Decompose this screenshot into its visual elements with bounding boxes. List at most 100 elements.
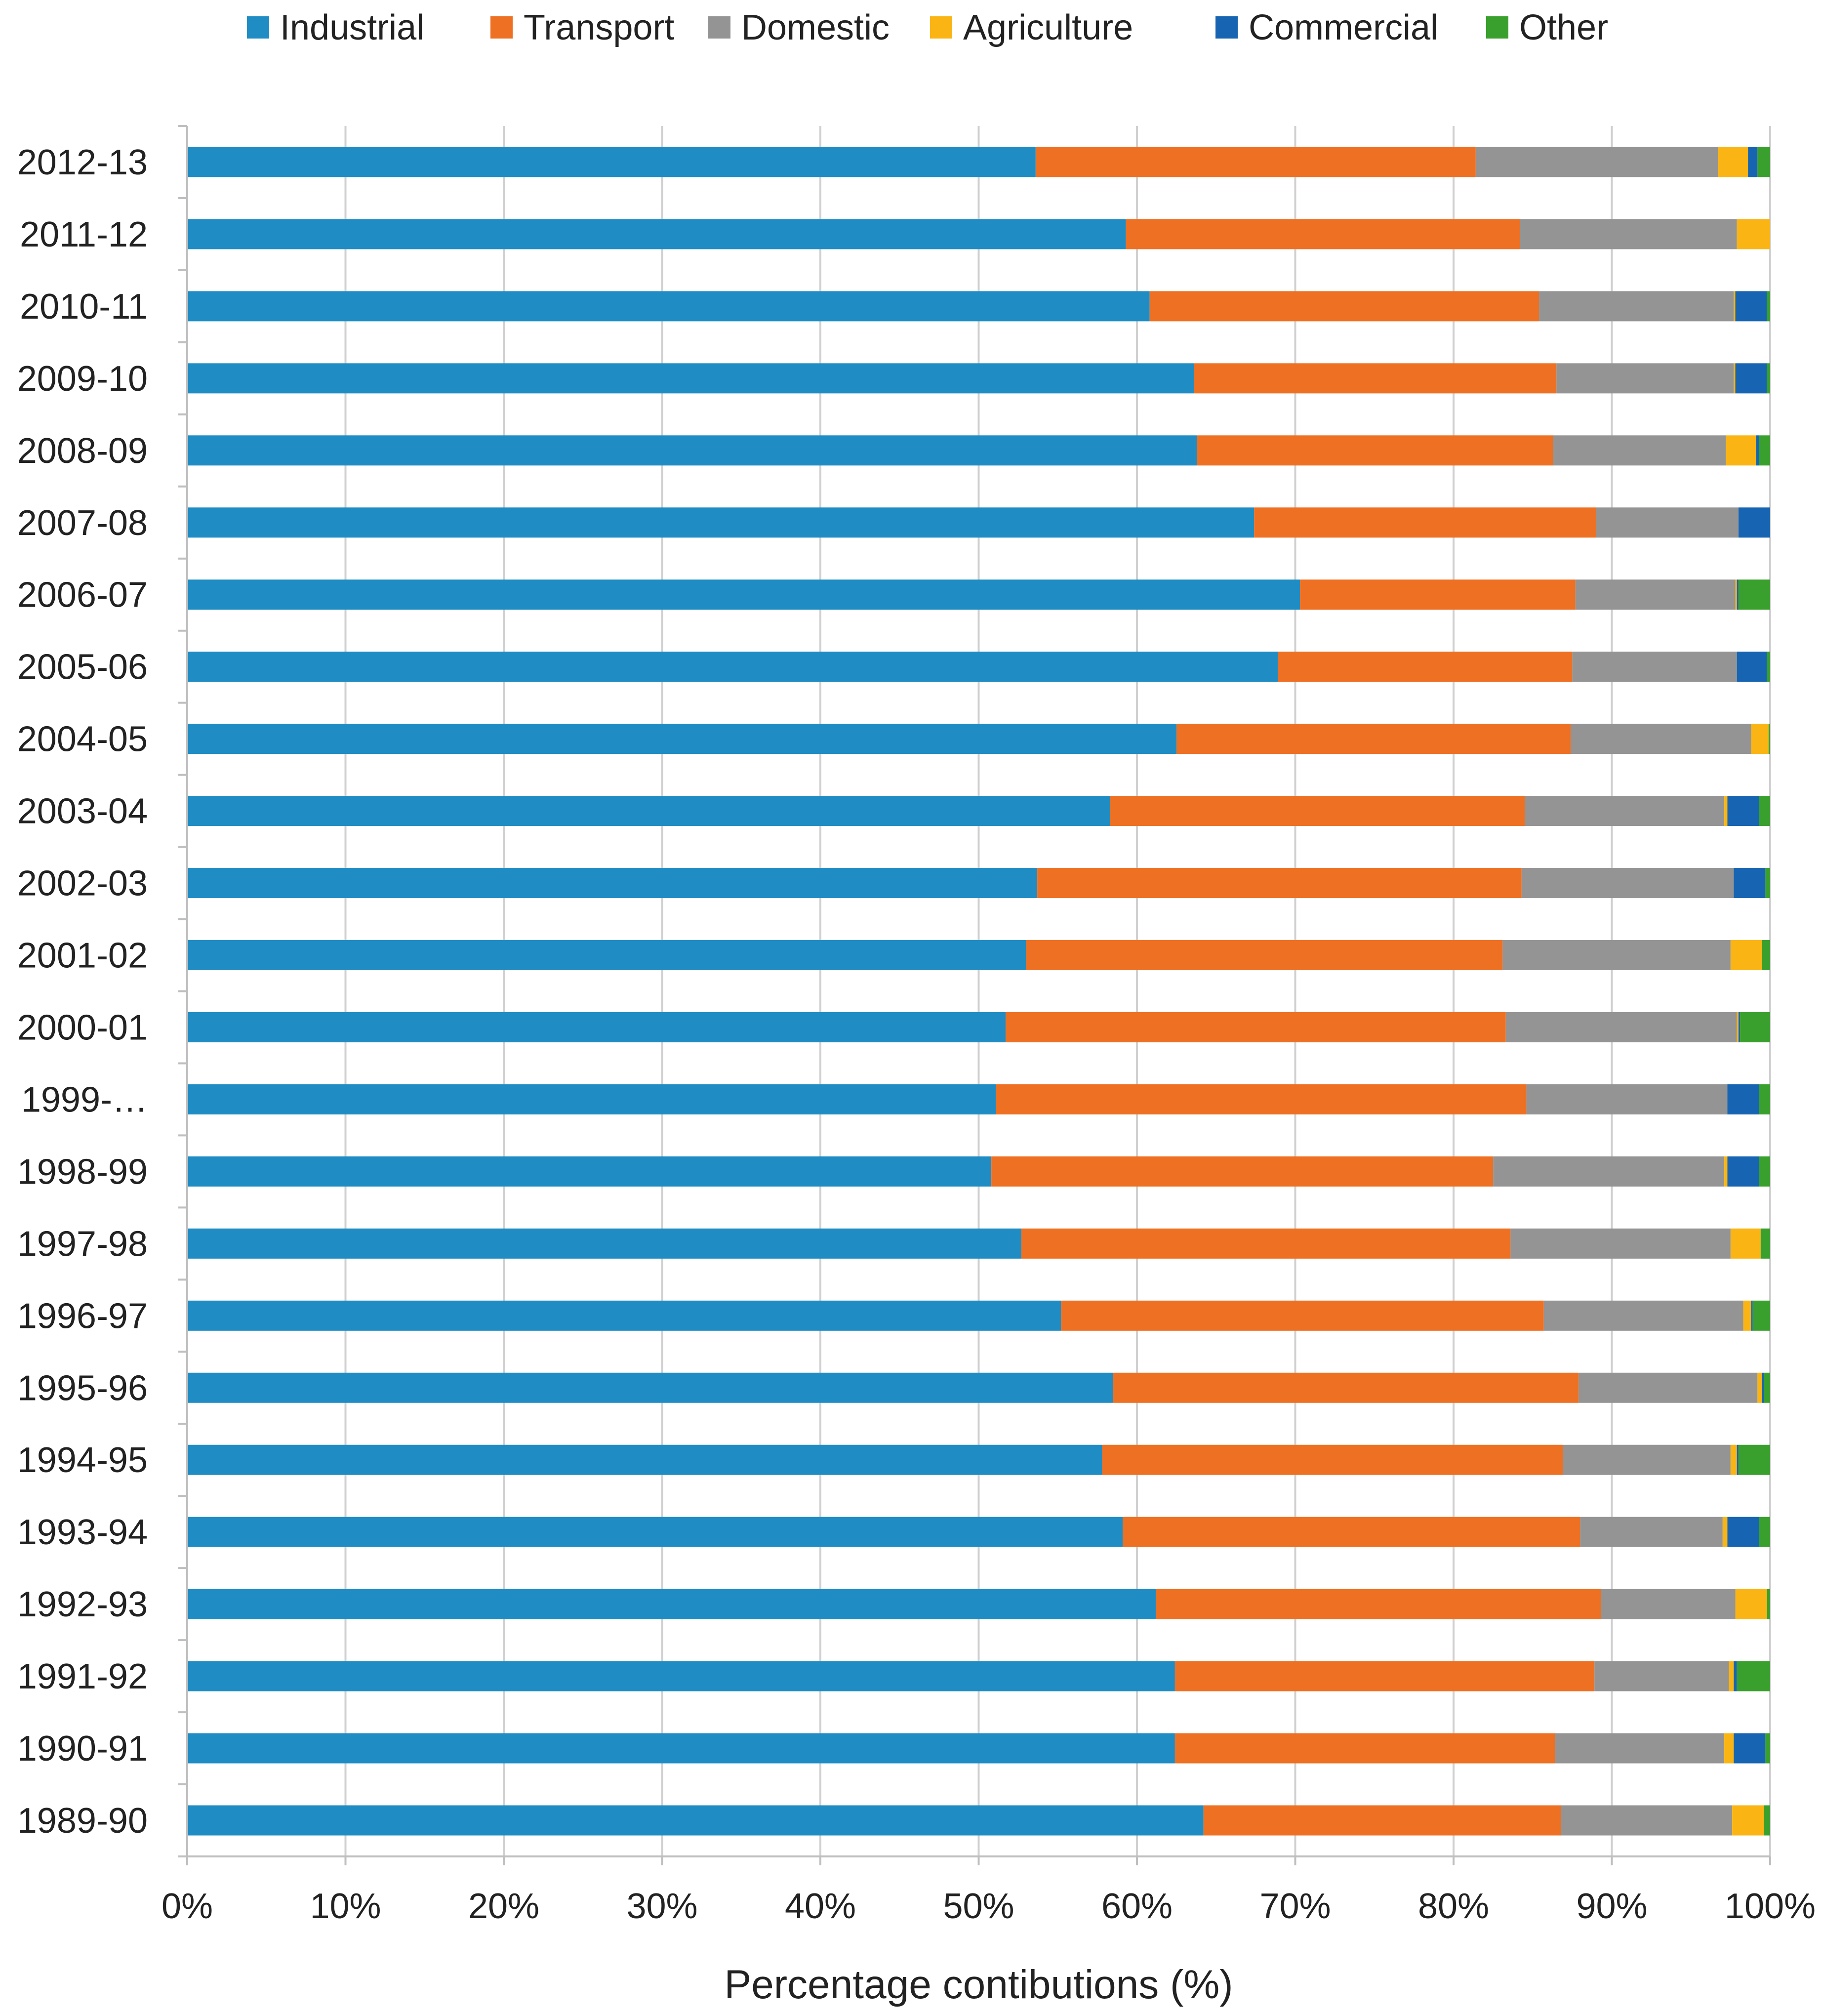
- bar-segment-other: [1759, 1084, 1770, 1114]
- bar-segment-transport: [1005, 1012, 1506, 1042]
- bar-segment-domestic: [1521, 868, 1734, 899]
- bar-segment-domestic: [1553, 435, 1726, 466]
- bar-segment-domestic: [1575, 579, 1736, 610]
- legend-swatch: [1486, 16, 1508, 39]
- bar-segment-commercial: [1734, 1661, 1737, 1691]
- bars: [187, 147, 1770, 1836]
- bar-segment-domestic: [1555, 1733, 1725, 1764]
- legend-item-other: Other: [1486, 8, 1608, 47]
- bar-segment-agriculture: [1724, 796, 1728, 826]
- category-label: 1989-90: [17, 1801, 148, 1841]
- bar-group: [187, 1589, 1770, 1619]
- category-labels: 2012-13 2011-12 2010-11 2009-10 2008-09 2007-…: [17, 143, 148, 1841]
- legend-label: Industrial: [280, 8, 424, 47]
- legend-label: Other: [1519, 8, 1608, 47]
- category-label: 1993-94: [17, 1513, 148, 1552]
- category-label: 1991-92: [17, 1657, 148, 1696]
- legend: Industrial Transport Domestic Agriculture Co…: [247, 8, 1608, 47]
- bar-segment-transport: [1254, 507, 1596, 538]
- bar-group: [187, 147, 1770, 177]
- x-tick-label: 60%: [1101, 1887, 1173, 1926]
- bar-segment-agriculture: [1751, 724, 1769, 754]
- bar-segment-domestic: [1520, 219, 1737, 249]
- legend-swatch: [708, 16, 730, 39]
- bar-segment-commercial: [1756, 435, 1759, 466]
- bar-segment-agriculture: [1743, 1300, 1751, 1331]
- bar-segment-transport: [1126, 219, 1520, 249]
- bar-segment-domestic: [1580, 1517, 1723, 1547]
- bar-segment-transport: [996, 1084, 1527, 1114]
- bar-segment-transport: [1174, 1733, 1555, 1764]
- bar-segment-domestic: [1475, 147, 1718, 177]
- bar-segment-industrial: [187, 724, 1177, 754]
- bar-segment-industrial: [187, 796, 1110, 826]
- x-axis-label: Percentage contibutions (%): [724, 1962, 1233, 2007]
- category-label: 2012-13: [17, 143, 148, 182]
- bar-segment-industrial: [187, 435, 1197, 466]
- bar-segment-commercial: [1737, 579, 1739, 610]
- category-label: 2001-02: [17, 936, 148, 976]
- bar-segment-industrial: [187, 868, 1038, 899]
- category-label: 1990-91: [17, 1729, 148, 1769]
- bar-group: [187, 652, 1770, 682]
- bar-segment-agriculture: [1718, 147, 1748, 177]
- category-label: 2004-05: [17, 720, 148, 759]
- bar-group: [187, 579, 1770, 610]
- bar-segment-agriculture: [1729, 1661, 1734, 1691]
- bar-segment-domestic: [1502, 940, 1731, 971]
- legend-item-domestic: Domestic: [708, 8, 890, 47]
- bar-segment-industrial: [187, 507, 1255, 538]
- bar-group: [187, 1444, 1770, 1475]
- bar-segment-transport: [1203, 1805, 1561, 1836]
- bar-group: [187, 1084, 1770, 1114]
- bar-segment-industrial: [187, 219, 1126, 249]
- category-label: 2008-09: [17, 431, 148, 471]
- legend-label: Commercial: [1249, 8, 1438, 47]
- bar-segment-domestic: [1561, 1805, 1733, 1836]
- axes: [178, 125, 1771, 1865]
- bar-segment-other: [1757, 147, 1770, 177]
- bar-segment-transport: [1037, 868, 1522, 899]
- bar-segment-domestic: [1596, 507, 1739, 538]
- bar-segment-domestic: [1543, 1300, 1743, 1331]
- bar-segment-industrial: [187, 1805, 1204, 1836]
- bar-segment-other: [1759, 435, 1770, 466]
- bar-segment-other: [1767, 652, 1770, 682]
- x-tick-label: 90%: [1576, 1887, 1647, 1926]
- bar-segment-agriculture: [1730, 1228, 1761, 1259]
- bar-segment-agriculture: [1726, 435, 1756, 466]
- category-label: 1995-96: [17, 1368, 148, 1408]
- bar-segment-domestic: [1572, 652, 1737, 682]
- category-label: 1994-95: [17, 1440, 148, 1480]
- bar-segment-transport: [1174, 1661, 1595, 1691]
- bar-segment-industrial: [187, 1084, 996, 1114]
- bar-segment-industrial: [187, 1012, 1006, 1042]
- bar-segment-agriculture: [1735, 579, 1737, 610]
- bar-segment-commercial: [1738, 1012, 1741, 1042]
- bar-segment-industrial: [187, 940, 1026, 971]
- category-label: 2010-11: [20, 287, 148, 327]
- gridlines: [344, 126, 1771, 1856]
- bar-segment-transport: [1035, 147, 1476, 177]
- x-tick-label: 80%: [1418, 1887, 1489, 1926]
- bar-group: [187, 1228, 1770, 1259]
- x-tick-label: 40%: [785, 1887, 856, 1926]
- category-label: 2006-07: [17, 576, 148, 615]
- bar-segment-agriculture: [1724, 1733, 1734, 1764]
- bar-group: [187, 1733, 1770, 1764]
- bar-segment-transport: [1110, 796, 1525, 826]
- category-label: 2005-06: [17, 648, 148, 687]
- bar-segment-industrial: [187, 291, 1150, 322]
- bar-segment-other: [1738, 579, 1770, 610]
- bar-segment-agriculture: [1734, 363, 1736, 394]
- category-label: 1996-97: [17, 1296, 148, 1336]
- x-tick-labels: 0% 10% 20% 30% 40% 50% 60% 70% 80% 90% 100%: [162, 1887, 1816, 1926]
- bar-segment-other: [1767, 1589, 1770, 1619]
- bar-segment-domestic: [1493, 1156, 1725, 1187]
- bar-group: [187, 435, 1770, 466]
- bar-segment-industrial: [187, 1228, 1022, 1259]
- bar-segment-transport: [1061, 1300, 1544, 1331]
- bar-segment-commercial: [1748, 147, 1758, 177]
- bar-segment-other: [1765, 1733, 1770, 1764]
- bar-segment-agriculture: [1757, 1372, 1762, 1403]
